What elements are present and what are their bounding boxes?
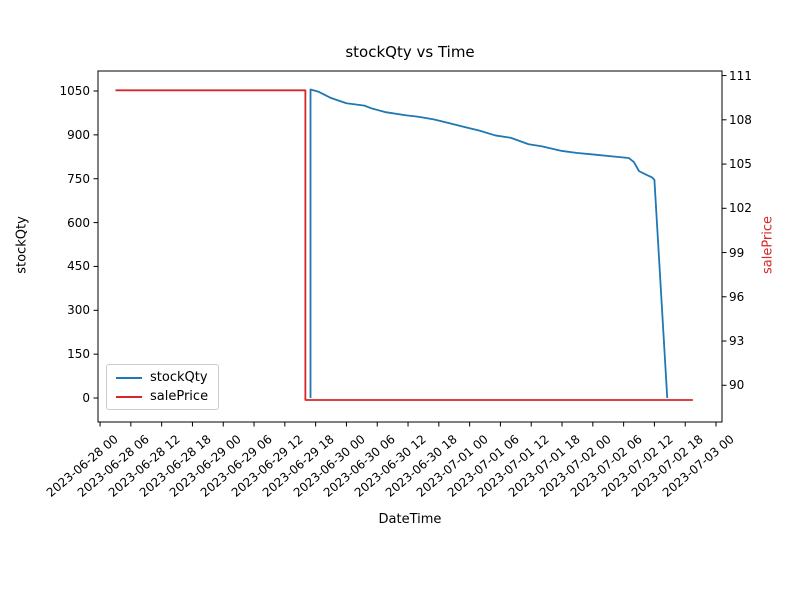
y-tick-label-right: 96 (729, 289, 745, 304)
y-tick-label-left: 750 (67, 171, 90, 186)
series-line-saleprice (115, 89, 693, 401)
y-tick-label-left: 1050 (59, 84, 90, 98)
series-lines (115, 88, 693, 401)
legend-label: stockQty (150, 370, 208, 385)
y-tick-label-right: 99 (729, 245, 745, 260)
legend-line-sample-red (116, 395, 142, 398)
y-tick-label-left: 300 (67, 303, 90, 318)
y-tick-label-right: 93 (729, 334, 745, 349)
tick-marks (93, 75, 727, 427)
legend-item-saleprice: salePrice (116, 389, 208, 404)
y-tick-label-left: 450 (67, 259, 90, 274)
y-tick-label-right: 111 (729, 68, 752, 83)
legend-item-stockqty: stockQty (116, 370, 208, 385)
y-tick-label-right: 90 (729, 378, 745, 393)
y-tick-label-left: 0 (82, 391, 90, 406)
chart-title: stockQty vs Time (345, 43, 475, 61)
y-tick-label-left: 900 (67, 127, 90, 142)
legend-line-sample-blue (116, 376, 142, 379)
legend-label: salePrice (150, 389, 209, 404)
y-tick-label-left: 600 (67, 215, 90, 230)
series-line-stockqty (309, 88, 669, 399)
axes-border (97, 70, 723, 423)
y-tick-label-right: 105 (729, 157, 752, 172)
x-axis-label: DateTime (378, 512, 442, 527)
legend: stockQty salePrice (106, 364, 220, 410)
y-tick-label-left: 150 (67, 347, 90, 362)
y-tick-label-right: 108 (729, 112, 752, 127)
y-tick-label-right: 102 (729, 201, 752, 216)
